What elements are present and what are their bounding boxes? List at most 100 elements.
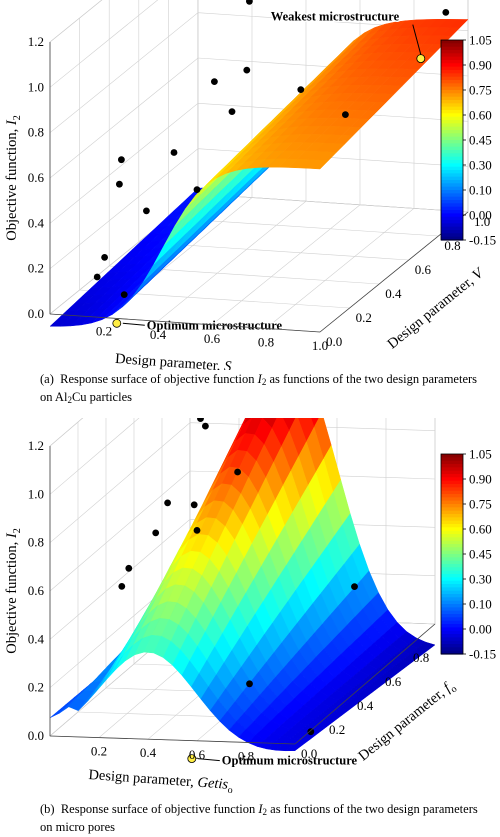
data-point-a-4 bbox=[93, 273, 101, 281]
data-point-a-9 bbox=[246, 0, 253, 5]
colorbar-band bbox=[441, 617, 463, 622]
response-surface-a bbox=[49, 19, 469, 327]
colorbar-band bbox=[441, 196, 463, 201]
grid-z-a bbox=[49, 0, 159, 88]
caption-a-sub: 2 bbox=[67, 395, 72, 405]
colorbar-tick-label: 0.90 bbox=[469, 58, 492, 73]
caption-b-label: (b) bbox=[40, 802, 55, 816]
colorbar-tick-label: 1.05 bbox=[469, 33, 492, 48]
colorbar-band bbox=[441, 530, 463, 535]
colorbar-band bbox=[441, 176, 463, 181]
colorbar-band bbox=[441, 474, 463, 478]
colorbar-band bbox=[441, 557, 463, 562]
colorbar-band bbox=[441, 550, 463, 555]
data-point-b-11 bbox=[351, 583, 358, 590]
colorbar-band bbox=[441, 560, 463, 565]
colorbar-tick-label: 0.00 bbox=[469, 208, 492, 223]
colorbar-band bbox=[441, 600, 463, 605]
colorbar-band bbox=[441, 110, 463, 114]
colorbar-band bbox=[441, 634, 463, 638]
colorbar-band bbox=[441, 454, 463, 458]
colorbar-band bbox=[441, 534, 463, 538]
z-tick-label: 1.0 bbox=[28, 486, 44, 501]
colorbar-band bbox=[441, 484, 463, 488]
colorbar-band bbox=[441, 547, 463, 552]
colorbar-band bbox=[441, 203, 463, 208]
colorbar-tick-label: 0.90 bbox=[469, 472, 492, 487]
data-point-a-14 bbox=[342, 111, 349, 118]
data-point-a-15 bbox=[442, 9, 450, 16]
colorbar-band bbox=[441, 73, 463, 78]
colorbar-tick-label: 0.00 bbox=[469, 622, 492, 637]
colorbar-band bbox=[441, 604, 463, 608]
colorbar-band bbox=[441, 497, 463, 502]
y-tick-label: 0.4 bbox=[385, 286, 402, 301]
caption-b: (b) Response surface of objective functi… bbox=[40, 802, 480, 835]
colorbar-band bbox=[441, 567, 463, 572]
colorbar-band bbox=[441, 570, 463, 575]
x-tick-label: 0.2 bbox=[91, 744, 107, 759]
y-tick-label: 0.2 bbox=[356, 310, 372, 325]
colorbar-band bbox=[441, 50, 463, 54]
colorbar-band bbox=[441, 236, 463, 241]
colorbar-band bbox=[441, 500, 463, 505]
x-tick-label: 0.6 bbox=[189, 747, 206, 762]
data-point-b-6 bbox=[152, 529, 160, 537]
z-tick-label: 0.2 bbox=[28, 261, 44, 276]
colorbar-band bbox=[441, 200, 463, 204]
z-tick-label: 1.2 bbox=[28, 34, 44, 49]
y-tick-label: 0.0 bbox=[301, 746, 317, 761]
colorbar-band bbox=[441, 170, 463, 174]
x-tick-label: 0.8 bbox=[238, 748, 254, 763]
colorbar-tick-label: 0.60 bbox=[469, 522, 492, 537]
colorbar-band bbox=[441, 630, 463, 635]
data-point-b-2 bbox=[118, 583, 126, 590]
colorbar-band bbox=[441, 490, 463, 495]
caption-b-var-sub: 2 bbox=[262, 807, 268, 817]
data-point-a-12 bbox=[193, 186, 201, 194]
y-tick-label: 0.6 bbox=[385, 674, 402, 689]
data-point-a-13 bbox=[297, 86, 305, 93]
colorbar-tick-label: 0.30 bbox=[469, 158, 492, 173]
annotation-arrow-a-2 bbox=[412, 24, 422, 55]
caption-a-label: (a) bbox=[40, 372, 54, 386]
colorbar-band bbox=[441, 577, 463, 582]
colorbar-band bbox=[441, 457, 463, 462]
caption-b-pre: Response surface of objective function bbox=[60, 802, 259, 816]
data-point-a-5 bbox=[170, 149, 178, 156]
colorbar-band bbox=[441, 524, 463, 528]
data-point-b-1 bbox=[125, 564, 133, 572]
colorbar-band bbox=[441, 514, 463, 518]
caption-a-mid: as functions of the two design parameter… bbox=[40, 372, 478, 404]
annotation-arrow-a-1 bbox=[122, 322, 145, 326]
colorbar-tick-label: -0.15 bbox=[469, 233, 496, 248]
colorbar-band bbox=[441, 520, 463, 525]
colorbar-band bbox=[441, 467, 463, 472]
colorbar-band bbox=[441, 464, 463, 468]
colorbar-band bbox=[441, 620, 463, 625]
colorbar-a: -0.15 0.00 0.10 0.30 0.45 0.60 0.75 0.90 1.05 bbox=[440, 33, 496, 248]
colorbar-band bbox=[441, 186, 463, 191]
colorbar-band bbox=[441, 160, 463, 164]
surface-chart-a: Optimum microstructureWeakest microstruc… bbox=[4, 0, 496, 375]
colorbar-band bbox=[441, 607, 463, 612]
colorbar-tick-label: 0.75 bbox=[469, 497, 492, 512]
colorbar-tick-label: 0.30 bbox=[469, 572, 492, 587]
colorbar-band bbox=[441, 90, 463, 94]
colorbar-band bbox=[441, 120, 463, 124]
colorbar-band bbox=[441, 510, 463, 515]
grid-y-a bbox=[79, 18, 350, 309]
colorbar-band bbox=[441, 504, 463, 508]
colorbar-b: -0.15 0.00 0.10 0.30 0.45 0.60 0.75 0.90 1.05 bbox=[440, 447, 496, 662]
y-axis-title-a: Design parameter, V bbox=[385, 264, 489, 352]
colorbar-band bbox=[441, 116, 463, 121]
colorbar-band bbox=[441, 180, 463, 184]
panel-a: Optimum microstructureWeakest microstruc… bbox=[0, 0, 500, 410]
z-tick-label: 0.6 bbox=[28, 583, 45, 598]
colorbar-tick-label: 0.10 bbox=[469, 183, 492, 198]
colorbar-band bbox=[441, 584, 463, 588]
colorbar-band bbox=[441, 96, 463, 101]
y-tick-label: 0.6 bbox=[415, 262, 432, 277]
colorbar-band bbox=[441, 610, 463, 615]
colorbar-band bbox=[441, 126, 463, 131]
